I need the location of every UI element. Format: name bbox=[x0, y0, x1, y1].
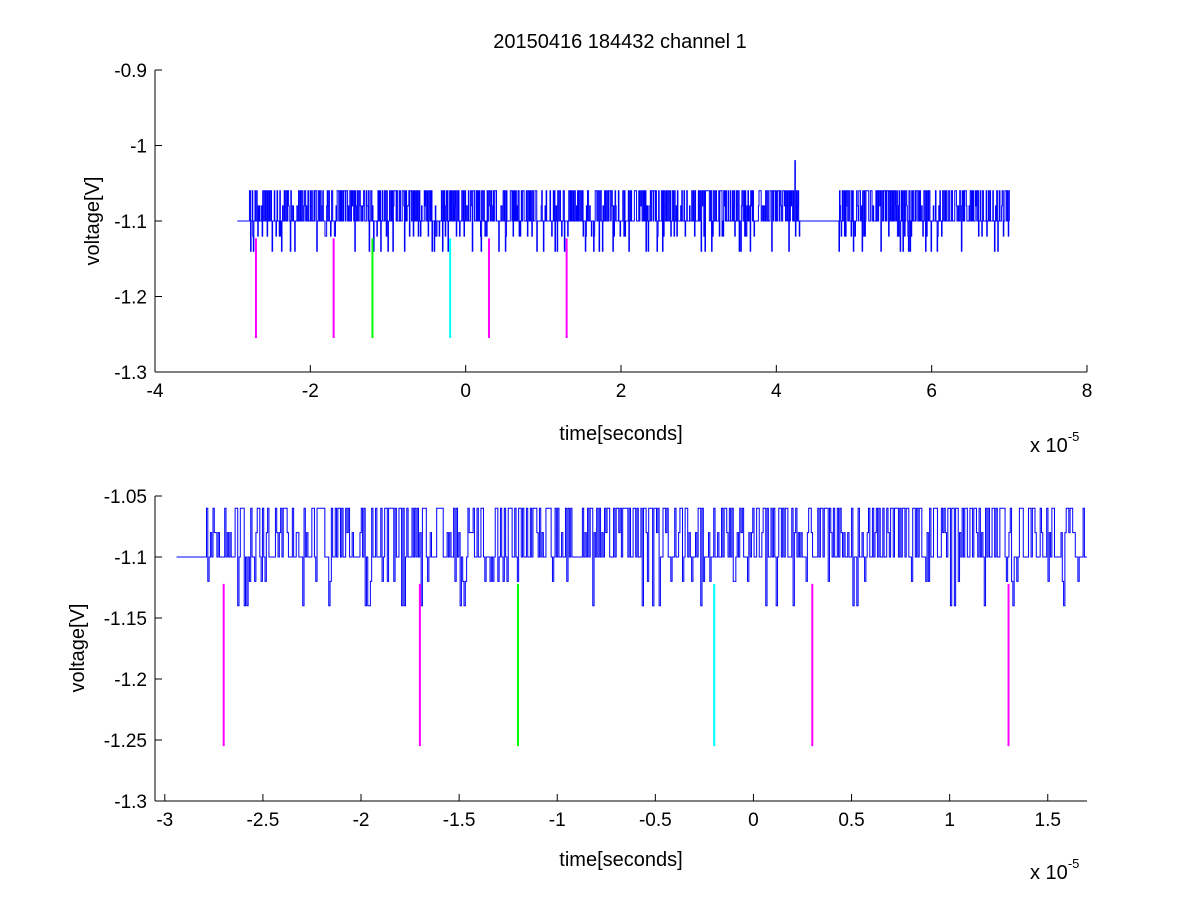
y-tick-label: -1.1 bbox=[114, 212, 147, 233]
y-tick-label: -1.3 bbox=[114, 363, 147, 384]
x-ticks: -3 -2.5 -2 -1.5 -1 -0.5 0 0.5 1 1.5 bbox=[156, 794, 1061, 831]
x-tick-label: 2 bbox=[616, 381, 627, 402]
x-tick-label: 6 bbox=[926, 381, 937, 402]
x-tick-label: 1 bbox=[944, 810, 955, 831]
x-multiplier-exponent: -5 bbox=[1068, 856, 1080, 871]
x-tick-label: 0.5 bbox=[838, 810, 864, 831]
x-tick-label: -2.5 bbox=[247, 810, 280, 831]
y-ticks: -1.3 -1.2 -1.1 -1 -0.9 bbox=[114, 61, 162, 384]
y-tick-label: -1.1 bbox=[114, 548, 147, 569]
y-tick-label: -1.2 bbox=[114, 288, 147, 309]
x-axis-title: time[seconds] bbox=[559, 849, 682, 871]
data-layer bbox=[176, 507, 1087, 747]
x-tick-label: 0 bbox=[748, 810, 759, 831]
y-tick-label: -1 bbox=[130, 137, 147, 158]
x-multiplier-base: x 10 bbox=[1030, 862, 1068, 884]
plot-top: -4 -2 0 2 4 6 8 -1.3 -1.2 -1.1 -1 -0.9 time[second… bbox=[82, 61, 1092, 457]
x-tick-label: -4 bbox=[147, 381, 164, 402]
signal-series bbox=[176, 507, 1087, 607]
x-tick-label: -2 bbox=[353, 810, 370, 831]
x-tick-label: -1.5 bbox=[443, 810, 476, 831]
x-tick-label: -3 bbox=[156, 810, 173, 831]
signal-series bbox=[237, 160, 1010, 252]
y-tick-label: -1.05 bbox=[104, 487, 147, 508]
x-tick-label: 0 bbox=[460, 381, 471, 402]
data-layer bbox=[237, 160, 1010, 339]
x-tick-label: 4 bbox=[771, 381, 782, 402]
x-multiplier-base: x 10 bbox=[1030, 435, 1068, 457]
x-multiplier: x 10-5 bbox=[1030, 856, 1079, 884]
y-tick-label: -1.15 bbox=[104, 609, 147, 630]
y-tick-label: -1.3 bbox=[114, 792, 147, 813]
x-axis-title: time[seconds] bbox=[559, 423, 682, 445]
y-tick-label: -0.9 bbox=[114, 61, 147, 82]
x-tick-label: 8 bbox=[1082, 381, 1093, 402]
x-tick-label: -0.5 bbox=[639, 810, 672, 831]
figure-title: 20150416 184432 channel 1 bbox=[493, 31, 747, 53]
x-multiplier: x 10-5 bbox=[1030, 429, 1079, 457]
x-tick-label: -1 bbox=[549, 810, 566, 831]
x-ticks: -4 -2 0 2 4 6 8 bbox=[147, 365, 1093, 402]
y-tick-label: -1.2 bbox=[114, 670, 147, 691]
x-multiplier-exponent: -5 bbox=[1068, 429, 1080, 444]
plot-bottom: -3 -2.5 -2 -1.5 -1 -0.5 0 0.5 1 1.5 -1.3 -1.25 -1.2… bbox=[67, 487, 1087, 884]
y-tick-label: -1.25 bbox=[104, 731, 147, 752]
y-axis-title: voltage[V] bbox=[67, 604, 89, 693]
y-axis-title: voltage[V] bbox=[82, 177, 104, 266]
y-ticks: -1.3 -1.25 -1.2 -1.15 -1.1 -1.05 bbox=[104, 487, 162, 813]
x-tick-label: -2 bbox=[302, 381, 319, 402]
x-tick-label: 1.5 bbox=[1035, 810, 1061, 831]
